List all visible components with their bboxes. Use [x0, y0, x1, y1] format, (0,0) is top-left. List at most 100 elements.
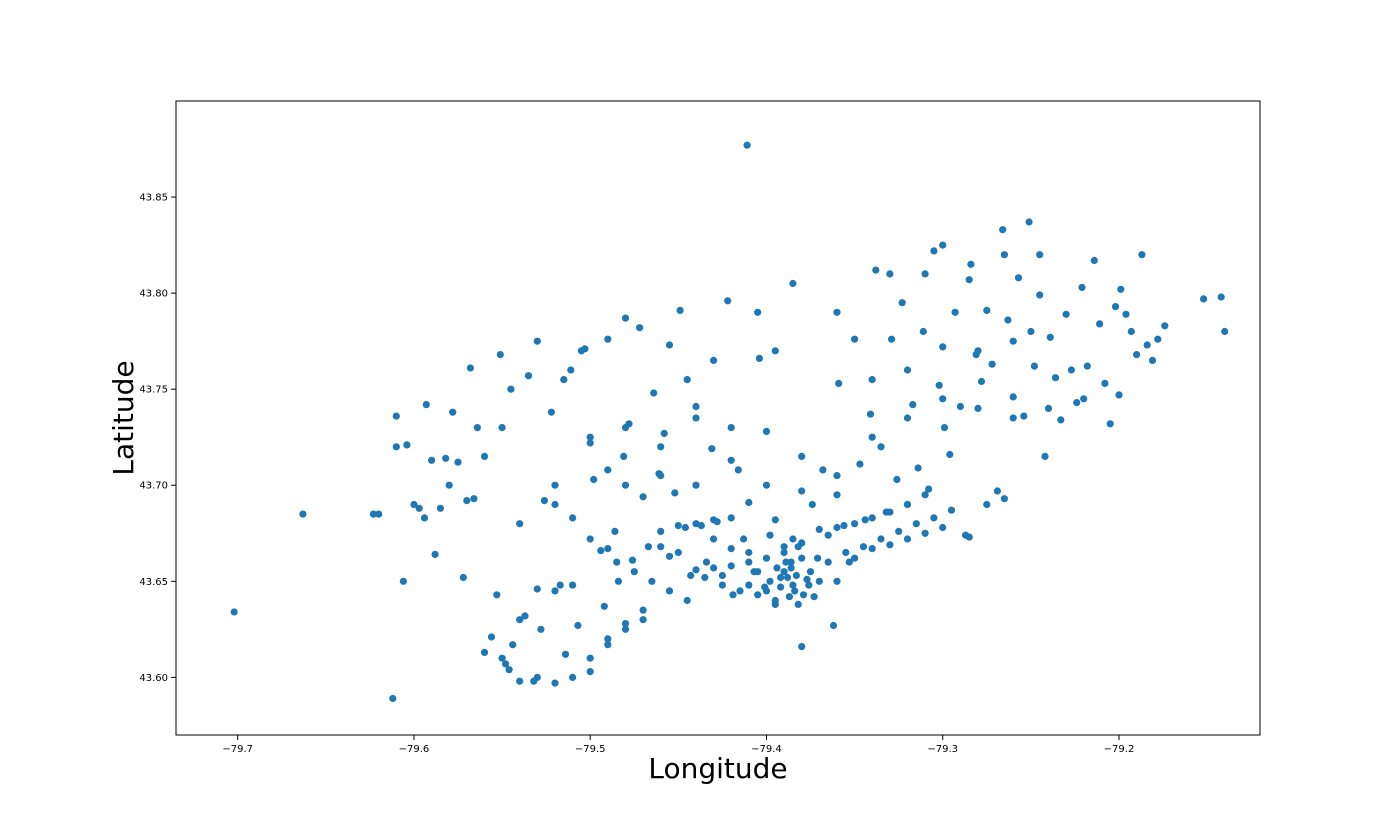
scatter-point [420, 514, 429, 522]
scatter-point [845, 558, 853, 566]
y-tick-label: 43.70 [139, 481, 168, 492]
scatter-point [702, 558, 711, 566]
scatter-point [1138, 251, 1146, 259]
scatter-point [516, 677, 524, 685]
scatter-point [586, 654, 594, 662]
scatter-point [754, 591, 762, 599]
scatter-point [683, 596, 691, 605]
scatter-point [771, 347, 779, 355]
scatter-point [621, 314, 630, 322]
scatter-point [777, 573, 785, 582]
scatter-point [727, 545, 735, 553]
scatter-point [798, 487, 806, 495]
scatter-point [665, 587, 674, 595]
scatter-point [833, 472, 841, 480]
scatter-point [692, 520, 700, 528]
scatter-point [766, 577, 774, 585]
scatter-point [912, 520, 920, 528]
scatter-point [974, 404, 982, 412]
scatter-point [389, 694, 397, 703]
scatter-point [1000, 495, 1009, 503]
scatter-point [422, 401, 430, 409]
scatter-point [868, 545, 876, 553]
scatter-point [597, 547, 605, 555]
scatter-point [1122, 310, 1130, 318]
scatter-point [569, 514, 577, 522]
scatter-point [1046, 333, 1054, 341]
scatter-point [814, 554, 822, 562]
scatter-point [824, 531, 832, 539]
scatter-point [895, 527, 903, 536]
scatter-point [1101, 379, 1109, 387]
scatter-point [729, 591, 737, 599]
scatter-point [868, 514, 876, 522]
scatter-point [410, 500, 418, 509]
scatter-point [604, 635, 612, 643]
scatter-point [577, 347, 586, 355]
scatter-point [586, 433, 594, 441]
scatter-point [743, 141, 751, 149]
x-tick-label: −79.2 [1104, 744, 1135, 755]
scatter-point [369, 510, 377, 518]
scatter-point [710, 356, 718, 364]
scatter-point [780, 568, 788, 576]
scatter-point [977, 377, 986, 386]
scatter-point [940, 424, 949, 432]
scatter-point [614, 577, 623, 585]
y-axis-label: Latitude [107, 360, 140, 475]
scatter-point [551, 481, 559, 489]
scatter-point [299, 510, 307, 518]
scatter-point [886, 541, 894, 549]
scatter-point [898, 299, 906, 307]
scatter-point [815, 525, 823, 534]
scatter-point [459, 573, 467, 582]
scatter-point [745, 548, 753, 557]
scatter-point [403, 441, 411, 449]
scatter-point [463, 497, 471, 505]
scatter-point [569, 673, 577, 682]
scatter-point [877, 535, 885, 543]
scatter-point [604, 466, 612, 474]
scatter-point [454, 458, 462, 466]
scatter-point [951, 308, 959, 316]
scatter-point [533, 337, 541, 345]
scatter-point [498, 654, 506, 662]
scatter-point [1083, 362, 1091, 370]
scatter-point [567, 366, 575, 374]
scatter-point [727, 424, 735, 432]
scatter-point [1154, 335, 1162, 343]
scatter-point [1080, 395, 1088, 403]
scatter-point [1067, 366, 1075, 374]
scatter-point [701, 573, 709, 582]
scatter-point [1020, 412, 1028, 420]
scatter-point [516, 616, 524, 624]
scatter-point [428, 456, 436, 464]
scatter-point [868, 433, 876, 441]
scatter-point [771, 516, 779, 524]
scatter-point [993, 487, 1002, 495]
scatter-point [710, 535, 718, 543]
scatter-point [604, 545, 612, 553]
scatter-point [561, 650, 570, 658]
scatter-point [507, 385, 515, 393]
y-tick-label: 43.80 [139, 289, 168, 300]
scatter-point [861, 516, 869, 524]
scatter-point [1062, 310, 1070, 318]
scatter-point [671, 489, 679, 497]
scatter-point [903, 366, 912, 374]
x-tick-label: −79.7 [222, 744, 253, 755]
scatter-point [692, 414, 700, 422]
scatter-point [1090, 256, 1098, 265]
scatter-point [639, 493, 647, 501]
scatter-point [524, 372, 533, 380]
scatter-point [442, 454, 450, 462]
scatter-point [1148, 356, 1157, 364]
scatter-point [551, 679, 559, 687]
x-tick-label: −79.4 [751, 744, 782, 755]
scatter-point [480, 452, 489, 460]
scatter-point [1000, 251, 1009, 259]
scatter-point [939, 523, 947, 532]
scatter-point [431, 550, 439, 559]
scatter-point [791, 587, 799, 595]
